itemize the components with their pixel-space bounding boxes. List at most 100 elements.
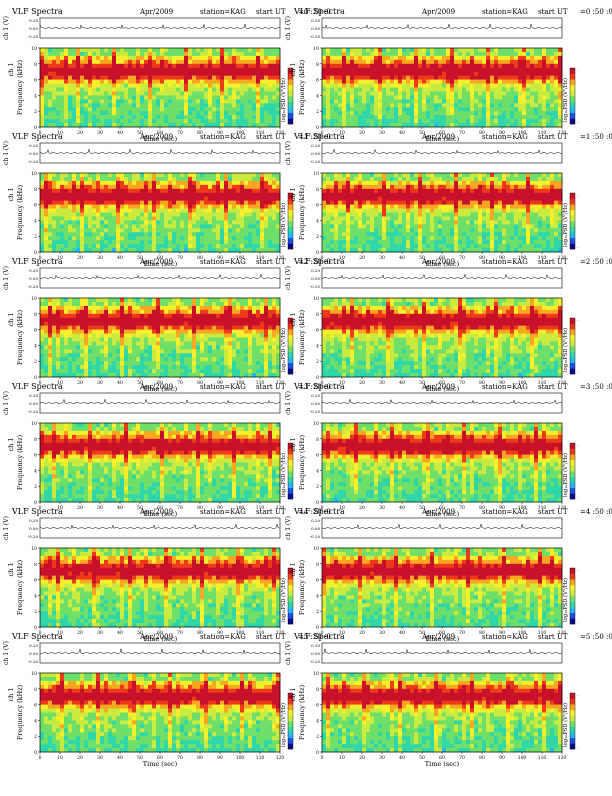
spectrogram-cell [48, 181, 52, 185]
spectrogram-cell [92, 244, 96, 248]
spectrogram-cell [450, 76, 454, 80]
spectrogram-cell [346, 205, 350, 209]
spectrogram-cell [64, 177, 68, 181]
spectrogram-cell [534, 103, 538, 107]
panel-start-ut: =1 :50 :0 [580, 133, 612, 141]
spectrogram-cell [346, 99, 350, 103]
spectrogram-cell [224, 64, 228, 68]
spectrogram-cell [216, 232, 220, 236]
spectrogram-cell [462, 232, 466, 236]
spectrogram-cell [172, 240, 176, 244]
spectrogram-cell [534, 64, 538, 68]
spectrogram-cell [438, 240, 442, 244]
spectrogram-cell [554, 115, 558, 119]
spectrogram-cell [200, 72, 204, 76]
spectrogram-cell [366, 201, 370, 205]
spectrogram-cell [406, 60, 410, 64]
spectrogram-cell [220, 189, 224, 193]
spectrogram-cell [326, 216, 330, 220]
spectrogram-cell [120, 103, 124, 107]
spectrogram-cell [346, 64, 350, 68]
spectrogram-cell [450, 213, 454, 217]
spectrogram-cell [204, 236, 208, 240]
spectrogram-cell [438, 80, 442, 84]
panel-title: VLF Spectra [293, 132, 345, 141]
spectrogram-cell [526, 236, 530, 240]
spectrogram-cell [240, 84, 244, 88]
spectrogram-cell [148, 64, 152, 68]
spectrogram-cell [40, 56, 44, 60]
spectrogram-cell [152, 213, 156, 217]
spectrogram-cell [164, 240, 168, 244]
spectrogram-cell [338, 72, 342, 76]
spectrogram-cell [228, 205, 232, 209]
spectrogram-cell [438, 193, 442, 197]
spectrogram-cell [350, 68, 354, 72]
spectrogram-cell [534, 228, 538, 232]
spectrogram-cell [538, 193, 542, 197]
spectrogram-cell [272, 111, 276, 115]
spectrogram-cell [406, 189, 410, 193]
spectrogram-cell [330, 88, 334, 92]
spectrogram-cell [410, 240, 414, 244]
spectrogram-cell [374, 52, 378, 56]
spectrogram-cell [84, 84, 88, 88]
spectrogram-cell [514, 95, 518, 99]
spectrogram-cell [260, 236, 264, 240]
spectrogram-cell [112, 216, 116, 220]
spectrogram-cell [148, 244, 152, 248]
spectrogram-cell [120, 209, 124, 213]
spectrogram-cell [52, 52, 56, 56]
spectrogram-cell [514, 84, 518, 88]
spectrogram-cell [482, 99, 486, 103]
spectrogram-cell [244, 189, 248, 193]
spectrogram-cell [252, 244, 256, 248]
spectrogram-cell [334, 56, 338, 60]
spectrogram-cell [124, 60, 128, 64]
spectrogram-cell [402, 91, 406, 95]
spectrogram-cell [442, 95, 446, 99]
spectrogram-cell [550, 205, 554, 209]
spectrogram-cell [64, 115, 68, 119]
spectrogram-cell [530, 236, 534, 240]
spectrogram-cell [490, 111, 494, 115]
colorbar-swatch [570, 90, 575, 96]
spectrogram-cell [378, 193, 382, 197]
spectrogram-cell [188, 173, 192, 177]
spectrogram-cell [338, 48, 342, 52]
spectrogram-cell [152, 95, 156, 99]
spectrogram-cell [76, 107, 80, 111]
spectrogram-cell [462, 209, 466, 213]
spectrogram-cell [176, 220, 180, 224]
spectrogram-cell [426, 48, 430, 52]
spectrogram-cell [374, 236, 378, 240]
spectrogram-cell [358, 220, 362, 224]
spectrogram-cell [334, 48, 338, 52]
spectrogram-cell [454, 60, 458, 64]
spectrogram-cell [88, 189, 92, 193]
spectrogram-cell [180, 107, 184, 111]
spectrogram-cell [148, 80, 152, 84]
spectrogram-cell [152, 228, 156, 232]
spectrogram-cell [490, 119, 494, 123]
spectrogram-cell [244, 181, 248, 185]
spectrogram-cell [240, 76, 244, 80]
spectrogram-cell [232, 205, 236, 209]
spectrogram-cell [156, 91, 160, 95]
spectrogram-cell [216, 197, 220, 201]
spectrogram-cell [64, 189, 68, 193]
spectrogram-cell [60, 48, 64, 52]
spectrogram-cell [204, 60, 208, 64]
spectrogram-cell [132, 201, 136, 205]
spectrogram-cell [458, 91, 462, 95]
spectrogram-cell [402, 64, 406, 68]
spectrogram-cell [152, 84, 156, 88]
spectrogram-cell [152, 181, 156, 185]
spectrogram-cell [144, 236, 148, 240]
spectrogram-cell [208, 56, 212, 60]
spectrogram-cell [268, 220, 272, 224]
spectrogram-cell [474, 64, 478, 68]
spectrogram-cell [434, 64, 438, 68]
spectrogram-cell [458, 84, 462, 88]
spectrogram-cell [236, 119, 240, 123]
